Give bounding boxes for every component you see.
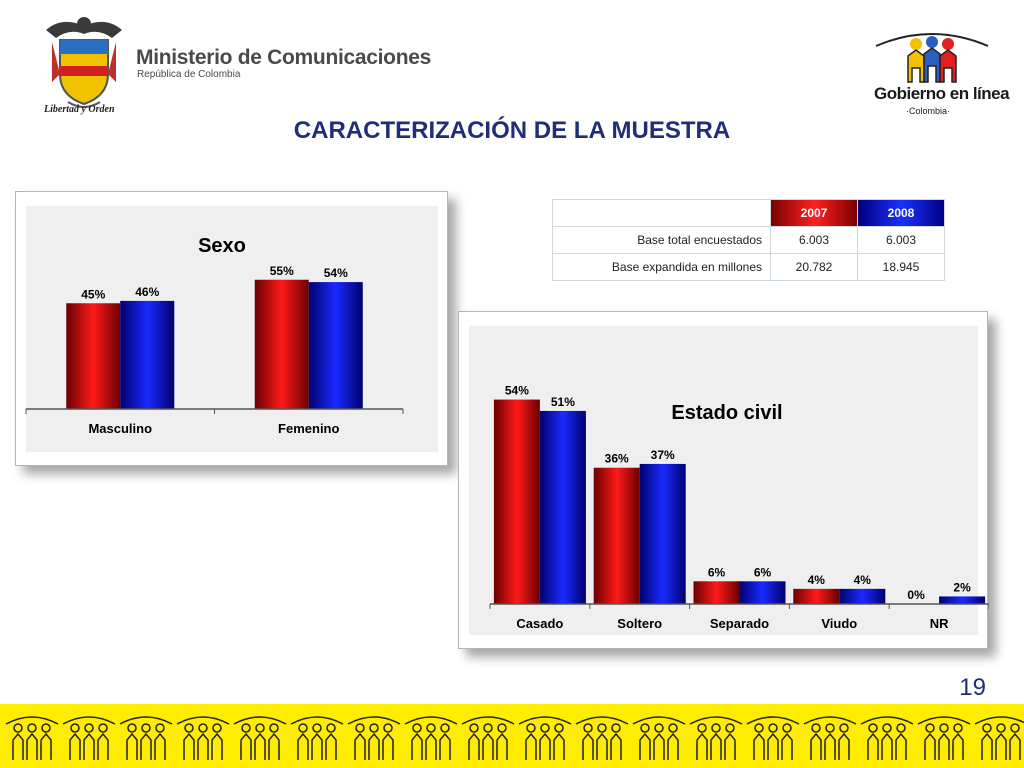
sample-table: 2007 2008 Base total encuestados 6.003 6… (552, 199, 945, 281)
figures-pattern-icon (5, 716, 1024, 760)
bar-2008-femenino (308, 282, 363, 409)
gobierno-en-linea-logo (875, 33, 989, 83)
slide-title: CARACTERIZACIÓN DE LA MUESTRA (293, 117, 731, 144)
estado-civil-chart-frame: Estado civil 54% 51% Casado 36% 37% Soltero 6% 6… (458, 311, 989, 649)
data-label: 2% (953, 580, 971, 594)
sexo-chart-frame: Sexo 45% 46% Masculino 55% 54% Femenino (15, 191, 448, 466)
data-label: 6% (754, 565, 772, 579)
category-label: Masculino (88, 421, 152, 436)
motto-text: Libertad y Orden (44, 104, 115, 115)
bar-2007-viudo (793, 588, 840, 604)
data-label: 55% (270, 264, 294, 278)
category-label: Viudo (821, 616, 857, 631)
bar-2008-masculino (120, 300, 175, 409)
data-label: 4% (808, 573, 826, 587)
data-label: 6% (708, 565, 726, 579)
table-cell-2007: 6.003 (770, 226, 858, 254)
data-label: 46% (135, 285, 159, 299)
chart-title: Sexo (198, 235, 246, 257)
table-row-label: Base expandida en millones (552, 253, 771, 281)
data-label: 54% (324, 266, 348, 280)
table-row-label: Base total encuestados (552, 226, 771, 254)
table-header-row: 2007 2008 (552, 199, 945, 227)
bar-2008-soltero (639, 463, 686, 604)
bar-2008-casado (539, 410, 586, 604)
bar-2008-viudo (839, 588, 886, 604)
bar-2007-femenino (254, 279, 309, 409)
data-label: 0% (907, 588, 925, 602)
table-row: Base total encuestados 6.003 6.003 (552, 226, 945, 254)
bar-2008-separado (739, 581, 786, 604)
category-label: NR (930, 616, 949, 631)
data-label: 51% (551, 395, 575, 409)
bar-2008-nr (939, 596, 986, 604)
table-row: Base expandida en millones 20.782 18.945 (552, 253, 945, 281)
table-cell-2008: 18.945 (857, 253, 945, 281)
data-label: 36% (605, 452, 629, 466)
table-header-2007: 2007 (770, 199, 858, 227)
table-header-blank (552, 199, 771, 227)
sexo-chart: Sexo 45% 46% Masculino 55% 54% Femenino (25, 235, 404, 436)
data-label: 45% (81, 287, 105, 301)
table-header-2008: 2008 (857, 199, 945, 227)
chart-title: Estado civil (671, 402, 782, 424)
footer-band (0, 704, 1024, 768)
data-label: 4% (854, 573, 872, 587)
category-label: Soltero (617, 616, 662, 631)
table-cell-2007: 20.782 (770, 253, 858, 281)
gel-subtitle: ·Colombia· (906, 106, 951, 116)
page-number: 19 (959, 674, 986, 701)
gel-title: Gobierno en línea (874, 84, 1010, 103)
ministry-title: Ministerio de Comunicaciones (136, 46, 431, 69)
bar-2007-separado (693, 581, 740, 604)
ministry-subtitle: República de Colombia (137, 69, 241, 80)
table-cell-2008: 6.003 (857, 226, 945, 254)
estado-civil-chart: Estado civil 54% 51% Casado 36% 37% Soltero 6% 6… (489, 384, 989, 631)
bar-2007-masculino (66, 303, 121, 409)
data-label: 54% (505, 384, 529, 398)
data-label: 37% (651, 448, 675, 462)
category-label: Separado (710, 616, 769, 631)
bar-2007-casado (493, 399, 540, 604)
category-label: Femenino (278, 421, 339, 436)
bar-2007-soltero (593, 467, 640, 604)
category-label: Casado (516, 616, 563, 631)
coat-of-arms-logo (46, 17, 122, 108)
